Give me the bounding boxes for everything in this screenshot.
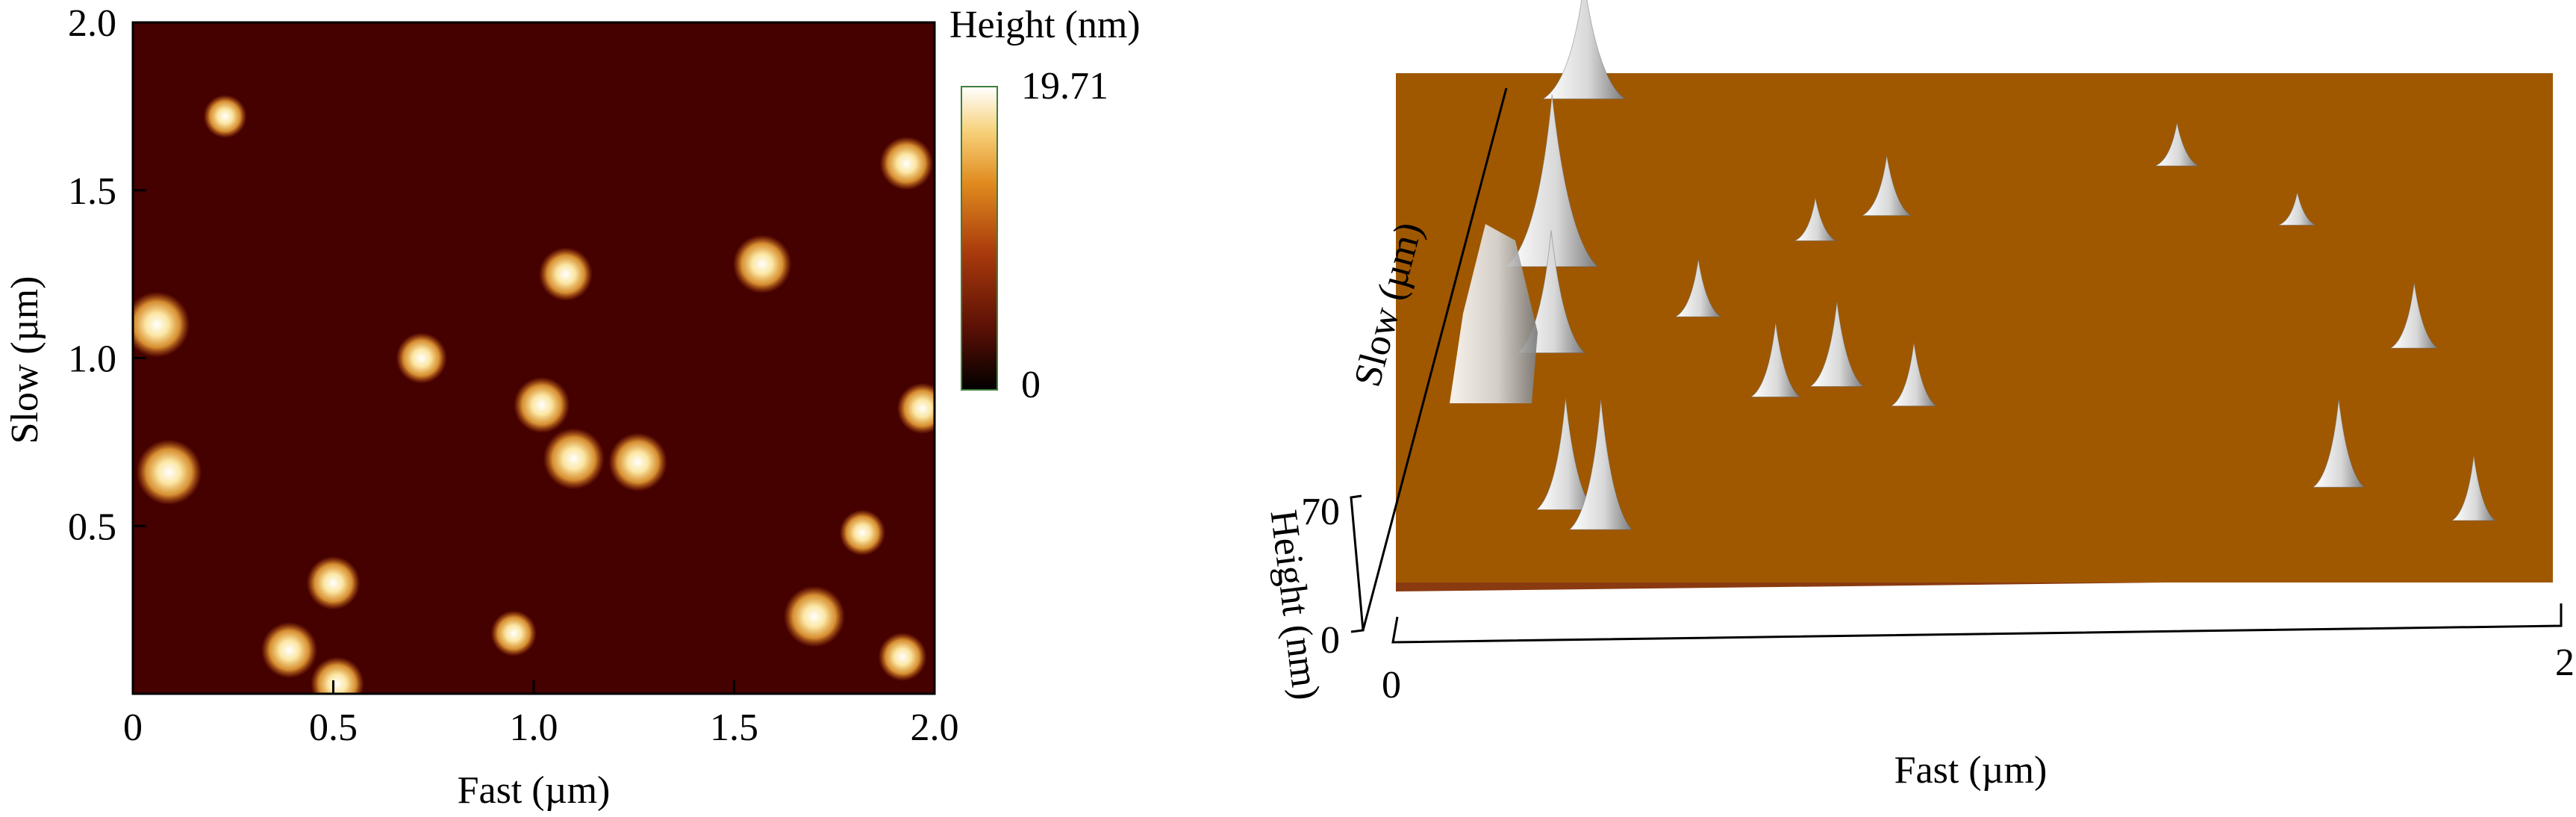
x-tick-label: 2.0 xyxy=(911,706,959,749)
surface-image xyxy=(1396,73,2553,583)
surface-left-edge-feature xyxy=(1450,224,1538,403)
surface-peak xyxy=(1794,197,1837,241)
height-feature xyxy=(878,633,927,681)
x-tick-label: 2 xyxy=(2555,642,2575,684)
x-axis-ticks: 0 0.5 1.0 1.5 2.0 xyxy=(123,680,959,749)
height-feature xyxy=(896,382,935,435)
height-feature xyxy=(543,428,605,490)
colorbar-min-label: 0 xyxy=(1021,364,1041,406)
height-feature xyxy=(203,94,247,138)
x-tick-label: 1.5 xyxy=(710,706,758,749)
surface-peak xyxy=(1568,399,1633,530)
height-feature xyxy=(539,247,593,302)
surface-x-axis-label: Fast (µm) xyxy=(1894,749,2048,792)
depth-axis-line xyxy=(1362,87,1508,631)
height-feature xyxy=(514,376,570,434)
height-feature xyxy=(311,656,364,694)
surface-base-side xyxy=(1396,569,2553,591)
surface-peak xyxy=(1889,342,1938,407)
surface-peaks xyxy=(1505,0,2497,530)
height-feature xyxy=(732,234,792,293)
surface-panel: 0 2 0 70 Fast (µm) Height (nm) Slow (µm) xyxy=(1262,0,2575,792)
y-tick-label: 2.0 xyxy=(68,2,116,45)
surface-depth-axis-label: Slow (µm) xyxy=(1346,218,1430,391)
x-tick-label: 0 xyxy=(123,706,143,749)
surface-peak xyxy=(2451,455,2497,521)
heatmap-image xyxy=(133,22,935,694)
height-feature xyxy=(783,585,845,647)
z-axis-line xyxy=(1350,494,1365,633)
height-feature xyxy=(490,610,537,656)
y-tick-label: 1.0 xyxy=(68,338,116,381)
height-feature xyxy=(306,556,361,610)
surface-peak xyxy=(1675,258,1723,317)
colorbar-max-label: 19.71 xyxy=(1021,65,1108,108)
y-axis-label: Slow (µm) xyxy=(4,276,46,444)
surface-peak xyxy=(2278,192,2316,226)
heatmap-features xyxy=(133,94,935,694)
z-tick-label: 70 xyxy=(1301,491,1340,533)
height-feature xyxy=(133,291,190,358)
x-tick-label: 0 xyxy=(1382,664,1401,706)
height-feature xyxy=(396,332,447,384)
y-axis-ticks: 0.5 1.0 1.5 2.0 xyxy=(68,2,146,548)
y-tick-label: 0.5 xyxy=(68,506,116,548)
height-feature xyxy=(839,509,886,556)
height-feature xyxy=(879,136,934,190)
surface-peak xyxy=(1809,301,1865,387)
surface-z-axis-label: Height (nm) xyxy=(1262,508,1328,703)
x-tick-label: 1.0 xyxy=(510,706,558,749)
y-tick-label: 1.5 xyxy=(68,170,116,213)
height-feature xyxy=(608,432,667,492)
surface-peak xyxy=(1505,94,1600,267)
surface-peak xyxy=(2155,122,2199,167)
colorbar-label: Height (nm) xyxy=(949,4,1141,46)
height-feature xyxy=(261,621,318,679)
heatmap-panel: 0 0.5 1.0 1.5 2.0 0.5 1.0 1.5 2.0 Fast (µm) Slo… xyxy=(4,2,1141,812)
surface-peak xyxy=(1862,155,1913,217)
surface-peak xyxy=(1541,0,1627,99)
surface-peak xyxy=(2389,282,2439,349)
surface-peak xyxy=(1750,322,1802,397)
surface-peak xyxy=(2312,399,2366,488)
x-tick-label: 0.5 xyxy=(309,706,358,749)
height-feature xyxy=(136,439,202,506)
x-axis-line xyxy=(1391,603,2563,644)
z-tick-label: 0 xyxy=(1320,619,1340,662)
x-axis-label: Fast (µm) xyxy=(458,769,611,812)
colorbar xyxy=(961,86,998,391)
